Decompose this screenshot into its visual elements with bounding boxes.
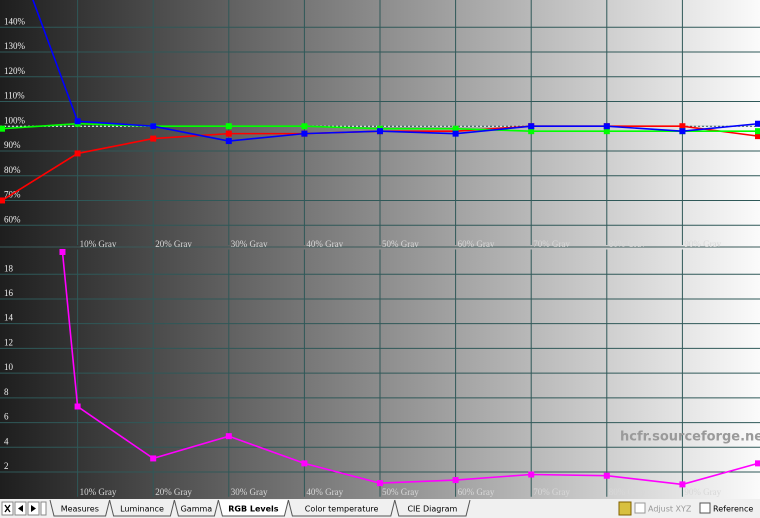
checkbox[interactable] [634,502,646,514]
x-tick-label: 70% Gray [533,487,570,497]
next-icon [31,505,36,512]
data-point [377,128,383,135]
data-point [679,481,686,488]
tab[interactable] [394,499,471,517]
data-point [59,248,66,255]
close-icon [4,504,11,513]
tab[interactable] [173,499,219,517]
tab-label: RGB Levels [228,505,279,514]
data-point [0,125,5,132]
x-tick-label: 50% Gray [382,487,419,497]
y-tick-label: 110% [4,91,25,101]
data-point [603,128,610,135]
y-tick-label: 10 [4,362,14,372]
y-tick-label: 4 [4,436,9,446]
y-tick-label: 8 [4,387,9,397]
nav-buttons [1,501,47,516]
tab-label: Measures [61,505,99,514]
x-tick-label: 10% Gray [80,239,117,249]
y-tick-label: 90% [4,140,21,150]
watermark: hcfr.sourceforge.net [620,430,760,445]
data-point [225,130,232,137]
data-point [528,471,535,478]
icon[interactable] [618,501,632,516]
y-tick-label: 12 [4,337,13,347]
data-point [603,123,610,130]
data-point [755,128,760,135]
x-tick-label: 80% Gray [609,239,646,249]
x-tick-label: 70% Gray [533,239,570,249]
tab-label: Color temperature [305,505,379,514]
data-point [603,472,610,479]
data-point [301,123,308,130]
x-tick-label: 30% Gray [231,239,268,249]
data-point [452,130,459,137]
x-tick-label: 30% Gray [231,487,268,497]
data-point [755,133,760,140]
option-label: Adjust XYZ [648,505,692,514]
y-tick-label: 140% [4,16,26,26]
data-point [452,125,459,132]
tab[interactable] [109,499,175,517]
data-point [74,403,81,410]
data-point [150,455,157,462]
data-point [679,128,686,135]
y-tick-label: 2 [4,461,9,471]
tab-label: CIE Diagram [407,505,457,514]
data-point [225,138,232,145]
data-point [528,123,535,130]
data-point [150,123,157,130]
option-label: Reference [713,505,753,514]
data-point [150,135,157,142]
tab[interactable] [49,499,111,517]
x-tick-label: 20% Gray [155,487,192,497]
next-button[interactable] [40,501,47,516]
data-point [301,460,308,467]
delta-e-chart: 10% Gray 20% Gray 30% Gray 40% Gray 50% Gray… [0,248,760,497]
y-tick-label: 120% [4,66,26,76]
tab[interactable] [287,499,396,517]
x-tick-label: 90% Gray [684,239,721,249]
y-tick-label: 6 [4,412,9,422]
x-tick-label: 40% Gray [306,239,343,249]
data-point [225,123,232,130]
data-point [74,118,81,125]
y-tick-label: 14 [4,313,14,323]
data-point [0,197,5,204]
rgb-levels-chart: 10% Gray 20% Gray 30% Gray 40% Gray 50% Gray… [0,0,760,249]
x-tick-label: 90% Gray [684,487,721,497]
data-point [755,120,760,127]
y-tick-label: 130% [4,41,26,51]
tab[interactable] [217,499,289,517]
tabs: Measures Luminance Gamma RGB Levels Color te… [49,499,471,517]
x-tick-label: 60% Gray [458,239,495,249]
data-point [225,433,232,440]
y-tick-label: 16 [4,288,14,298]
data-point [377,480,383,487]
data-point [528,128,535,135]
tab-label: Gamma [181,505,213,514]
x-tick-label: 20% Gray [155,239,192,249]
x-tick-label: 40% Gray [306,487,343,497]
y-tick-label: 80% [4,165,21,175]
data-point [755,460,760,467]
data-point [74,150,81,157]
checkbox[interactable] [699,502,711,514]
y-tick-label: 60% [4,214,21,224]
x-tick-label: 80% Gray [609,487,646,497]
data-point [301,130,308,137]
x-tick-label: 60% Gray [458,487,495,497]
data-point [452,477,459,484]
data-point [679,123,686,130]
x-tick-label: 50% Gray [382,239,419,249]
tab-label: Luminance [120,505,164,514]
prev-icon [18,505,23,512]
y-tick-label: 18 [4,263,14,273]
x-tick-label: 10% Gray [80,487,117,497]
y-tick-label: 100% [4,115,26,125]
